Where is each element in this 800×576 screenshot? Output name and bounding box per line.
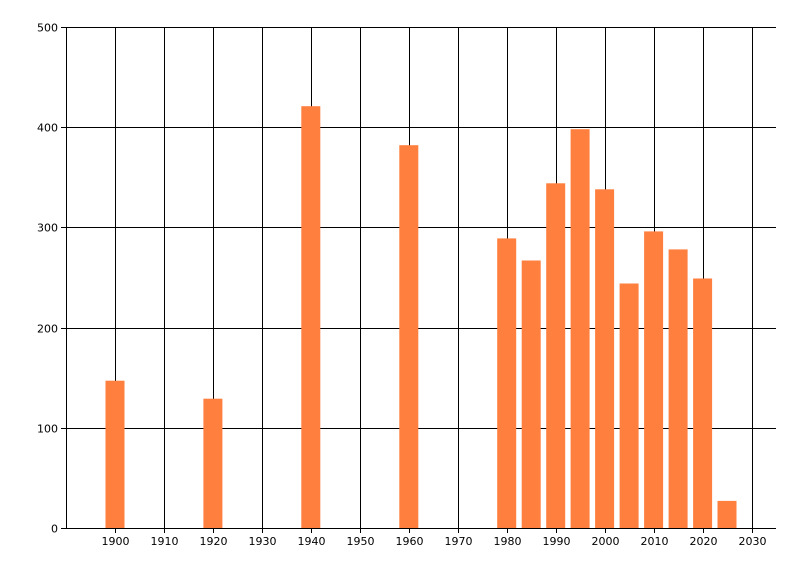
x-tick-label-2010: 2010 xyxy=(641,535,669,548)
x-tick-label-1940: 1940 xyxy=(298,535,326,548)
bar-1900 xyxy=(105,380,125,528)
x-tick-label-1900: 1900 xyxy=(102,535,130,548)
bar-1960 xyxy=(399,145,419,528)
x-tick-label-1910: 1910 xyxy=(151,535,179,548)
bar-2000 xyxy=(595,189,615,529)
y-tick-label-200: 200 xyxy=(37,323,58,336)
y-tick-label-400: 400 xyxy=(37,122,58,135)
y-tick-label-300: 300 xyxy=(37,222,58,235)
bar-series xyxy=(105,106,737,529)
y-tick-label-100: 100 xyxy=(37,423,58,436)
bar-2005 xyxy=(619,283,639,528)
x-tick-label-1980: 1980 xyxy=(494,535,522,548)
axes xyxy=(61,27,776,533)
x-tick-label-1990: 1990 xyxy=(543,535,571,548)
x-tick-label-2020: 2020 xyxy=(690,535,718,548)
bar-1920 xyxy=(203,398,223,528)
bar-2015 xyxy=(668,249,688,528)
bar-2020 xyxy=(693,278,713,528)
y-tick-label-500: 500 xyxy=(37,22,58,35)
bar-2025 xyxy=(717,500,737,528)
x-tick-label-2000: 2000 xyxy=(592,535,620,548)
bar-1985 xyxy=(521,260,541,528)
bar-1980 xyxy=(497,238,517,528)
bar-2010 xyxy=(644,231,664,528)
x-tick-label-1970: 1970 xyxy=(445,535,473,548)
bar-1995 xyxy=(570,129,590,528)
x-tick-label-1950: 1950 xyxy=(347,535,375,548)
x-tick-label-1930: 1930 xyxy=(249,535,277,548)
x-tick-label-2030: 2030 xyxy=(739,535,767,548)
bar-1940 xyxy=(301,106,321,528)
x-tick-label-1960: 1960 xyxy=(396,535,424,548)
x-tick-label-1920: 1920 xyxy=(200,535,228,548)
bar-1990 xyxy=(546,183,566,529)
y-tick-label-0: 0 xyxy=(51,523,58,536)
tick-labels: 0 100 200 300 400 500 1900 1910 1920 1930 1940 1950… xyxy=(37,22,767,549)
